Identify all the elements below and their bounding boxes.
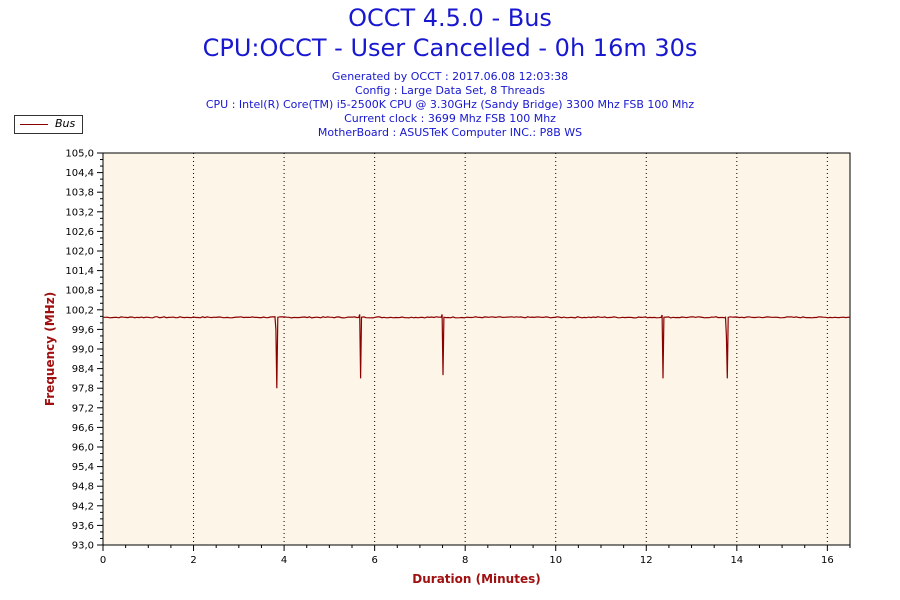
y-tick-label: 96,6 (72, 423, 94, 434)
y-tick-label: 102,0 (65, 247, 94, 258)
x-tick-label: 0 (100, 555, 106, 566)
chart-title: OCCT 4.5.0 - Bus (348, 4, 552, 32)
x-tick-label: 12 (640, 555, 653, 566)
y-tick-label: 93,6 (72, 521, 94, 532)
y-axis-title: Frequency (MHz) (43, 292, 57, 406)
info-generated: Generated by OCCT : 2017.06.08 12:03:38 (331, 70, 569, 83)
x-axis: 0 2 4 6 8 10 12 14 16 (100, 545, 851, 566)
y-tick-label: 99,0 (72, 345, 94, 356)
x-tick-label: 14 (730, 555, 743, 566)
y-tick-label: 101,4 (65, 266, 94, 277)
y-tick-label: 103,2 (65, 207, 94, 218)
x-tick-label: 16 (821, 555, 834, 566)
y-tick-label: 104,4 (65, 168, 94, 179)
y-tick-label: 95,4 (72, 462, 94, 473)
legend-swatch-bus (20, 124, 48, 125)
chart-subtitle: CPU:OCCT - User Cancelled - 0h 16m 30s (202, 34, 698, 62)
x-tick-label: 8 (462, 555, 468, 566)
chart-legend: Bus (14, 115, 83, 134)
y-axis: 93,0 93,6 94,2 94,8 95,4 96,0 96,6 97,2 97,8 98,4… (65, 149, 103, 552)
y-tick-label: 93,0 (72, 541, 94, 552)
y-tick-label: 99,6 (72, 325, 94, 336)
y-tick-label: 98,4 (72, 364, 94, 375)
x-tick-label: 2 (190, 555, 196, 566)
x-axis-title: Duration (Minutes) (412, 572, 540, 586)
y-tick-label: 100,2 (65, 305, 94, 316)
x-tick-label: 6 (371, 555, 377, 566)
info-config: Config : Large Data Set, 8 Threads (355, 84, 545, 97)
x-tick-label: 10 (549, 555, 562, 566)
y-tick-label: 94,2 (72, 501, 94, 512)
y-tick-label: 97,2 (72, 403, 94, 414)
x-tick-label: 4 (281, 555, 287, 566)
y-tick-label: 94,8 (72, 482, 94, 493)
y-tick-label: 96,0 (72, 443, 94, 454)
info-current-clock: Current clock : 3699 Mhz FSB 100 Mhz (344, 112, 556, 125)
y-tick-label: 103,8 (65, 188, 94, 199)
legend-label-bus: Bus (55, 117, 76, 130)
y-tick-label: 102,6 (65, 227, 94, 238)
info-motherboard: MotherBoard : ASUSTeK Computer INC.: P8B… (317, 126, 583, 139)
series-line-bus (103, 314, 851, 389)
grid-lines (193, 153, 828, 545)
plot-area (102, 152, 851, 546)
info-cpu: CPU : Intel(R) Core(TM) i5-2500K CPU @ 3… (205, 98, 695, 111)
y-tick-label: 97,8 (72, 384, 94, 395)
y-tick-label: 105,0 (65, 149, 94, 160)
y-tick-label: 100,8 (65, 286, 94, 297)
